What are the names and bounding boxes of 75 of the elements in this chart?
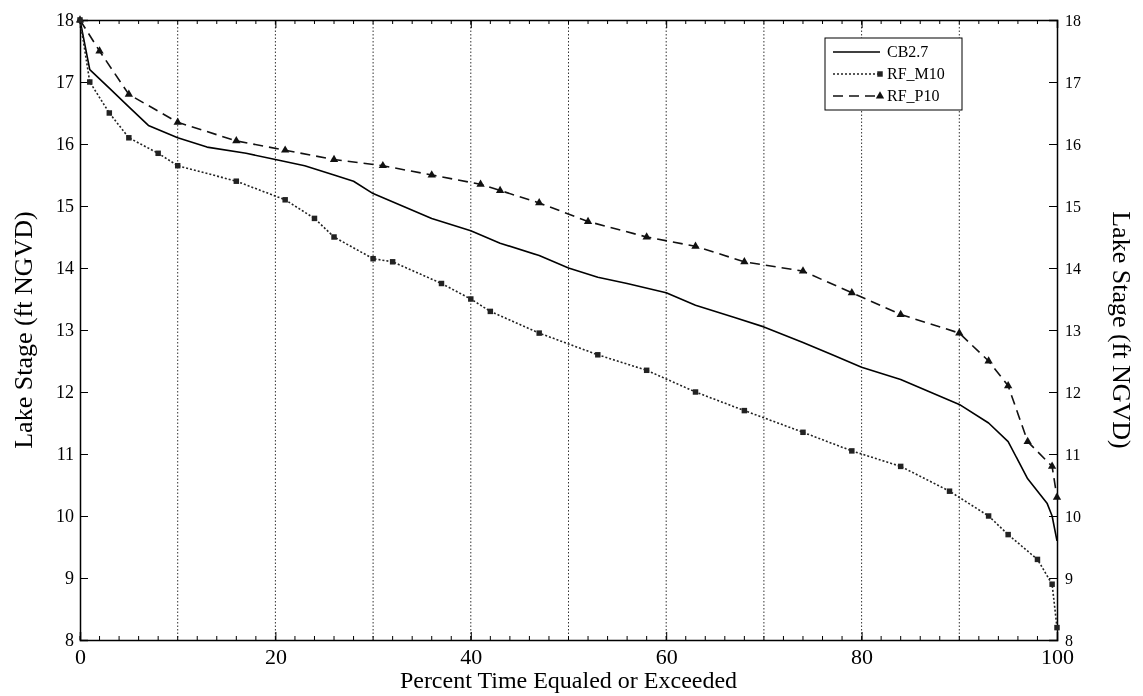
x-tick-label: 0 <box>75 643 86 669</box>
y-tick-label: 14 <box>56 258 74 279</box>
x-tick-label: 80 <box>851 643 874 669</box>
y-tick-label: 11 <box>56 444 74 465</box>
point <box>95 46 104 54</box>
y-tick-label: 18 <box>56 10 74 31</box>
point <box>281 145 290 153</box>
point <box>595 352 601 358</box>
point <box>984 356 993 364</box>
y2-tick-label: 18 <box>1065 11 1081 29</box>
y-tick-label: 10 <box>56 506 74 527</box>
point <box>1023 436 1032 444</box>
legend-label: RF_P10 <box>887 87 940 104</box>
point <box>849 448 855 454</box>
y-tick-label: 8 <box>65 630 74 651</box>
y2-tick-label: 12 <box>1065 383 1081 401</box>
point <box>692 389 699 395</box>
point <box>985 513 992 519</box>
legend-label: CB2.7 <box>887 43 929 60</box>
point <box>389 259 396 265</box>
point <box>495 185 505 193</box>
x-tick-label: 60 <box>655 643 678 669</box>
point <box>536 330 542 336</box>
y-tick-label: 9 <box>65 568 74 589</box>
y2-tick-label: 14 <box>1065 259 1081 277</box>
point <box>468 296 474 302</box>
point <box>331 234 337 240</box>
point <box>233 178 240 184</box>
x-tick-label: 20 <box>264 643 287 669</box>
y-tick-label: 17 <box>56 72 74 93</box>
y2-tick-label: 15 <box>1065 197 1081 215</box>
point <box>282 197 288 203</box>
point <box>583 216 593 224</box>
point <box>1005 531 1011 538</box>
point <box>1003 380 1013 389</box>
point <box>370 255 376 262</box>
y2-tick-label: 17 <box>1065 73 1081 91</box>
point <box>1049 581 1055 587</box>
point <box>106 110 113 116</box>
point <box>946 488 953 494</box>
point <box>740 256 749 265</box>
point <box>124 89 134 97</box>
point <box>1052 492 1062 500</box>
y-tick-label: 15 <box>56 196 74 217</box>
point <box>642 232 651 240</box>
legend-label: RF_M10 <box>887 65 945 82</box>
point <box>535 198 544 206</box>
x-axis-title: Percent Time Equaled or Exceeded <box>399 667 738 693</box>
y2-tick-label: 9 <box>1065 569 1073 587</box>
y-tick-label: 12 <box>56 382 74 403</box>
x-tick-label: 40 <box>460 643 483 669</box>
point <box>691 241 700 249</box>
y2-tick-label: 10 <box>1065 507 1081 525</box>
point <box>87 79 93 85</box>
y2-axis-title: Lake Stage (ft NGVD) <box>1107 211 1136 449</box>
point <box>378 160 388 169</box>
point <box>800 429 806 436</box>
point <box>476 179 485 187</box>
y2-tick-label: 11 <box>1065 445 1081 463</box>
y2-tick-label: 13 <box>1065 321 1081 339</box>
y2-tick-label: 16 <box>1065 135 1081 153</box>
point <box>1047 461 1057 469</box>
point <box>329 154 339 162</box>
point <box>126 135 132 141</box>
point <box>847 287 856 296</box>
point <box>798 266 808 274</box>
y-tick-label: 13 <box>56 320 74 341</box>
point <box>173 117 182 125</box>
point <box>896 309 905 317</box>
point <box>155 150 161 157</box>
point <box>1054 624 1060 631</box>
point <box>232 136 241 144</box>
y-tick-label: 16 <box>56 134 74 155</box>
y-axis-title: Lake Stage (ft NGVD) <box>9 211 38 449</box>
point <box>955 328 964 336</box>
